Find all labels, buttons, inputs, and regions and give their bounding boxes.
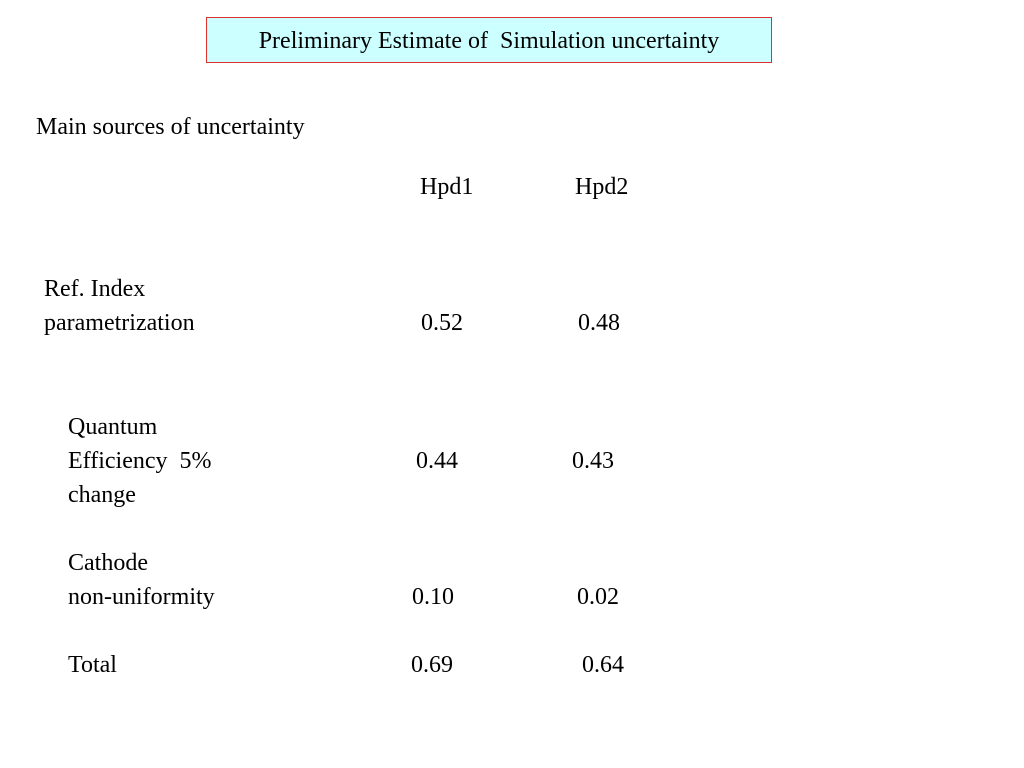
- row-label-line: change: [68, 482, 136, 508]
- row-label-line: Cathode: [68, 550, 148, 576]
- row-label-line: non-uniformity: [68, 584, 215, 610]
- row-label-line: parametrization: [44, 310, 195, 336]
- value-ref-index-hpd1: 0.52: [421, 310, 463, 336]
- value-total-hpd1: 0.69: [411, 652, 453, 678]
- column-header-hpd2: Hpd2: [575, 174, 629, 200]
- column-header-hpd1: Hpd1: [420, 174, 474, 200]
- row-label-line: Total: [68, 652, 117, 678]
- row-label-ref-index: Ref. Index parametrization: [44, 272, 195, 340]
- value-quantum-efficiency-hpd2: 0.43: [572, 448, 614, 474]
- row-label-cathode: Cathode non-uniformity: [68, 546, 215, 614]
- value-cathode-hpd2: 0.02: [577, 584, 619, 610]
- row-label-quantum-efficiency: Quantum Efficiency 5% change: [68, 410, 212, 512]
- value-ref-index-hpd2: 0.48: [578, 310, 620, 336]
- row-label-line: Ref. Index: [44, 276, 146, 302]
- row-label-line: Efficiency 5%: [68, 448, 212, 474]
- value-total-hpd2: 0.64: [582, 652, 624, 678]
- subtitle: Main sources of uncertainty: [36, 114, 305, 140]
- value-cathode-hpd1: 0.10: [412, 584, 454, 610]
- value-quantum-efficiency-hpd1: 0.44: [416, 448, 458, 474]
- row-label-line: Quantum: [68, 414, 158, 440]
- slide-title: Preliminary Estimate of Simulation uncer…: [206, 17, 772, 63]
- row-label-total: Total: [68, 648, 117, 682]
